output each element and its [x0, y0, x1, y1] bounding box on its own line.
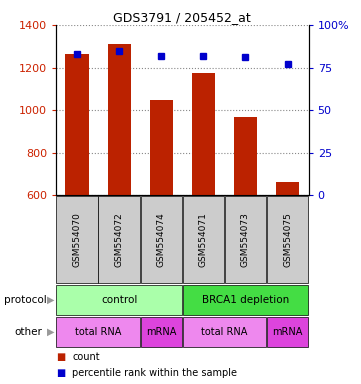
Text: mRNA: mRNA — [273, 326, 303, 337]
Text: ▶: ▶ — [47, 326, 55, 337]
Text: other: other — [14, 326, 42, 337]
Bar — [140, 316, 182, 347]
Text: GSM554074: GSM554074 — [157, 212, 166, 267]
Bar — [56, 285, 182, 315]
Bar — [56, 196, 97, 283]
Text: GSM554073: GSM554073 — [241, 212, 250, 267]
Bar — [267, 196, 308, 283]
Bar — [225, 196, 266, 283]
Text: protocol: protocol — [4, 295, 46, 305]
Bar — [183, 196, 224, 283]
Bar — [150, 99, 173, 195]
Text: total RNA: total RNA — [201, 326, 248, 337]
Text: mRNA: mRNA — [146, 326, 177, 337]
Text: GSM554071: GSM554071 — [199, 212, 208, 267]
Bar — [183, 316, 266, 347]
Text: GSM554070: GSM554070 — [73, 212, 82, 267]
Bar — [183, 285, 308, 315]
Bar — [276, 182, 299, 195]
Bar — [56, 316, 140, 347]
Bar — [99, 196, 140, 283]
Bar — [140, 196, 182, 283]
Text: GSM554075: GSM554075 — [283, 212, 292, 267]
Bar — [267, 316, 308, 347]
Bar — [192, 73, 215, 195]
Text: count: count — [72, 352, 100, 362]
Text: ▶: ▶ — [47, 295, 55, 305]
Bar — [108, 44, 131, 195]
Bar — [65, 54, 88, 195]
Text: total RNA: total RNA — [75, 326, 121, 337]
Text: control: control — [101, 295, 137, 305]
Text: percentile rank within the sample: percentile rank within the sample — [72, 368, 237, 379]
Bar — [234, 117, 257, 195]
Text: ■: ■ — [56, 368, 65, 379]
Text: BRCA1 depletion: BRCA1 depletion — [202, 295, 289, 305]
Text: ■: ■ — [56, 352, 65, 362]
Text: GSM554072: GSM554072 — [115, 212, 123, 267]
Title: GDS3791 / 205452_at: GDS3791 / 205452_at — [113, 11, 251, 24]
